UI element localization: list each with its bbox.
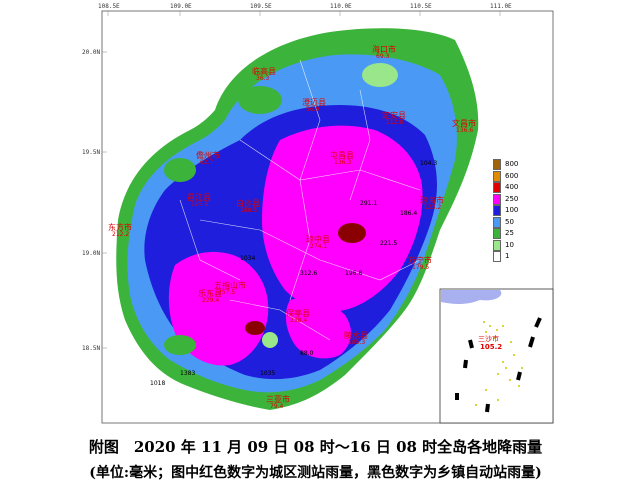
city-rainfall-value: 136.3 <box>334 159 352 166</box>
lon-tick-label: 111.0E <box>490 3 512 10</box>
city-name: 文昌市 <box>452 119 476 128</box>
green-pocket-5 <box>362 63 398 87</box>
city-rainfall-value: 212.2 <box>112 231 130 238</box>
legend-label: 10 <box>505 240 514 249</box>
rain-core-east <box>338 223 366 243</box>
legend-swatch <box>493 228 501 239</box>
city-name: 万宁市 <box>408 256 432 265</box>
caption-note: (单位:毫米；图中红色数字为城区测站雨量，黑色数字为乡镇自动站雨量) <box>89 465 542 481</box>
legend-swatch <box>493 193 501 205</box>
rainfall-map: 108.5E 109.0E 109.5E 110.0E 110.5E 111.0E 20.… <box>82 3 554 424</box>
green-pocket-1 <box>238 86 282 114</box>
lon-tick-label: 109.5E <box>250 3 272 10</box>
legend-swatch <box>493 251 501 262</box>
city-rainfall-value: 188.5 <box>240 207 258 214</box>
city-rainfall-value: 69.3 <box>376 53 390 60</box>
city-rainfall-value: 112.8 <box>386 119 404 126</box>
inset-land <box>441 290 502 304</box>
city-name: 琼中县 <box>306 235 330 244</box>
city-rainfall-value: 179.5 <box>412 264 430 271</box>
lat-tick-label: 18.5N <box>82 345 101 352</box>
green-pocket-4 <box>262 332 278 348</box>
legend-swatch <box>493 239 501 251</box>
legend-label: 400 <box>505 183 519 191</box>
legend-label: 250 <box>505 194 519 203</box>
lon-tick-label: 110.5E <box>410 3 432 10</box>
inset-dashed-border <box>455 317 542 413</box>
city-rainfall-value: 36.3 <box>256 75 270 82</box>
rain-core-southwest <box>245 321 265 335</box>
inset-island-dots <box>475 321 523 411</box>
legend-label: 600 <box>505 171 519 180</box>
city-rainfall-value: 56.9 <box>306 106 320 113</box>
inset-city-name: 三沙市 <box>478 335 499 343</box>
city-rainfall-value: 274.1 <box>310 243 328 250</box>
city-rainfall-value: 62.7 <box>200 159 214 166</box>
city-rainfall-value: 238.4 <box>290 317 308 324</box>
station-value: 312.6 <box>300 270 318 277</box>
city-name: 儋州市 <box>196 151 220 160</box>
city-name: 琼海市 <box>420 196 444 205</box>
city-name: 东方市 <box>108 223 132 232</box>
green-pocket-2 <box>164 158 196 182</box>
legend-label: 50 <box>505 217 514 226</box>
lon-tick-label: 109.0E <box>170 3 192 10</box>
city-name: 保亭县 <box>286 309 310 318</box>
city-name: 屯昌县 <box>330 151 354 160</box>
lon-tick-label: 110.0E <box>330 3 352 10</box>
city-rainfall-value: 136.6 <box>456 127 474 134</box>
station-value: 291.1 <box>360 200 378 207</box>
station-value: 186.4 <box>400 210 418 217</box>
lat-tick-label: 19.5N <box>82 149 101 156</box>
map-canvas <box>101 10 554 424</box>
city-rainfall-value: 79.4 <box>270 403 284 410</box>
city-name: 白沙县 <box>236 199 260 208</box>
station-value: 88.0 <box>300 350 314 357</box>
city-rainfall-value: 195.6 <box>191 201 209 208</box>
city-name: 定安县 <box>382 111 406 120</box>
county-boundaries <box>179 59 421 341</box>
island-magenta-east <box>262 125 423 312</box>
legend-swatch <box>493 159 501 170</box>
island-magenta-south <box>285 298 352 359</box>
island-magenta-southwest <box>168 251 269 366</box>
city-name: 陵水县 <box>344 331 368 340</box>
city-name: 昌江县 <box>187 193 211 202</box>
lat-tick-label: 20.0N <box>82 49 101 56</box>
city-name: 五指山市 <box>214 281 246 290</box>
station-value: 104.3 <box>420 160 438 167</box>
graticule <box>102 11 501 349</box>
legend-swatch <box>493 216 501 228</box>
legend-label: 800 <box>505 160 519 168</box>
inset-box <box>439 288 554 424</box>
station-value: 1383 <box>180 370 196 377</box>
green-pocket-3 <box>164 335 196 355</box>
legend-label: 1 <box>505 252 510 260</box>
city-rainfall-value: 229.4 <box>202 297 220 304</box>
station-value: 1018 <box>150 380 166 387</box>
city-name: 澄迈县 <box>302 98 326 107</box>
station-value: 221.5 <box>380 240 398 247</box>
city-rainfall-value: 257.5 <box>218 289 236 296</box>
legend-label: 100 <box>505 206 519 214</box>
legend-swatch <box>493 170 501 182</box>
city-name: 乐东县 <box>198 289 222 298</box>
lon-tick-label: 108.5E <box>98 3 120 10</box>
legend-swatch <box>493 182 501 193</box>
city-rainfall-value: 123.2 <box>424 204 442 211</box>
station-value: 1034 <box>240 255 256 262</box>
city-rainfall-value: 185.3 <box>348 339 366 346</box>
city-name: 三亚市 <box>266 395 290 404</box>
city-name: 临高县 <box>252 67 276 76</box>
legend-swatch <box>493 205 501 216</box>
city-name: 海口市 <box>372 45 396 54</box>
legend-label: 25 <box>505 229 514 237</box>
lat-tick-label: 19.0N <box>82 250 101 257</box>
station-value: 1035 <box>260 370 276 377</box>
station-value: 196.8 <box>345 270 363 277</box>
inset-city-value: 105.2 <box>480 343 503 351</box>
caption-title: 附图 2020 年 11 月 09 日 08 时～16 日 08 时全岛各地降雨… <box>88 438 543 456</box>
